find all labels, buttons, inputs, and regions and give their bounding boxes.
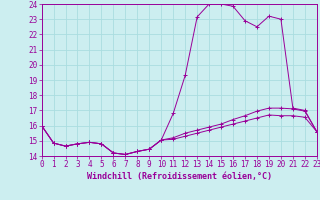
- X-axis label: Windchill (Refroidissement éolien,°C): Windchill (Refroidissement éolien,°C): [87, 172, 272, 181]
